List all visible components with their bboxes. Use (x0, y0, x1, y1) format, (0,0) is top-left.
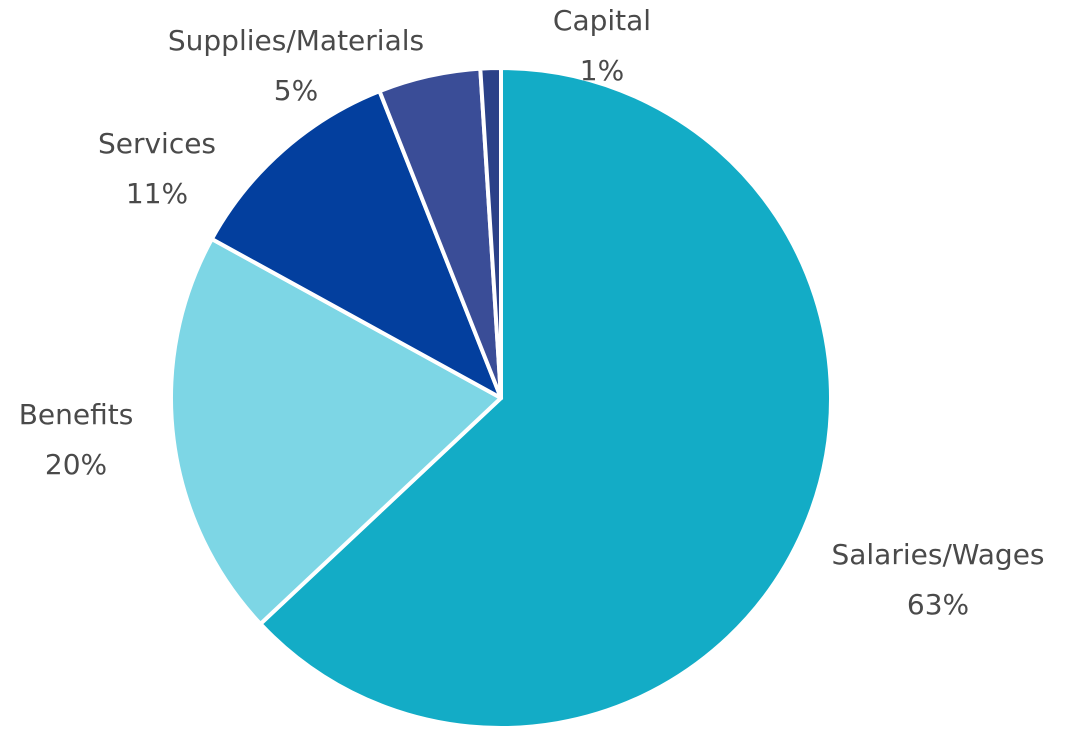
slice-label-services: Services (98, 127, 216, 160)
pie-slice-benefits (169, 237, 503, 626)
pie-slice-salaries-wages (258, 66, 833, 730)
slice-label-benefits: Benefits (19, 398, 134, 431)
slice-label-salaries-wages: Salaries/Wages (831, 538, 1044, 571)
slice-value-salaries-wages: 63% (907, 588, 969, 621)
slice-value-services: 11% (126, 177, 188, 210)
pie-slice-services (209, 89, 503, 400)
pie-slice-capital (478, 65, 503, 400)
slice-label-supplies-materials: Supplies/Materials (168, 24, 424, 57)
slice-value-supplies-materials: 5% (274, 74, 318, 107)
slice-value-benefits: 20% (45, 448, 107, 481)
slice-label-capital: Capital (553, 4, 651, 37)
slice-value-capital: 1% (580, 54, 624, 87)
